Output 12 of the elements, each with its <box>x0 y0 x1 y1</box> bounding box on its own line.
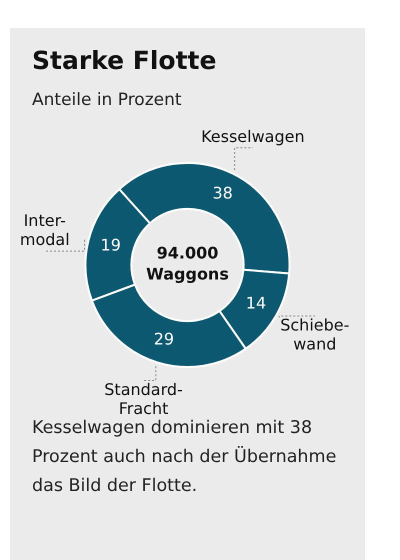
chart-title: Starke Flotte <box>32 46 216 75</box>
slice-label: Standard- Fracht <box>104 380 183 418</box>
data-label: 38 <box>212 183 233 202</box>
text: Kesselwagen dominieren mit 38 Prozent auch nach der Übernahme das Bild der Flotte. <box>32 417 338 498</box>
data-label: 14 <box>246 294 266 313</box>
data-label: 19 <box>100 235 121 254</box>
text: 94.000 Waggons <box>146 244 229 284</box>
chart-subtitle: Anteile in Prozent <box>32 90 182 110</box>
slice-label: Schiebe- wand <box>280 316 350 354</box>
slice-label: Inter- modal <box>20 210 70 249</box>
slice-label: Kesselwagen <box>201 126 305 146</box>
data-label: 29 <box>154 330 174 349</box>
